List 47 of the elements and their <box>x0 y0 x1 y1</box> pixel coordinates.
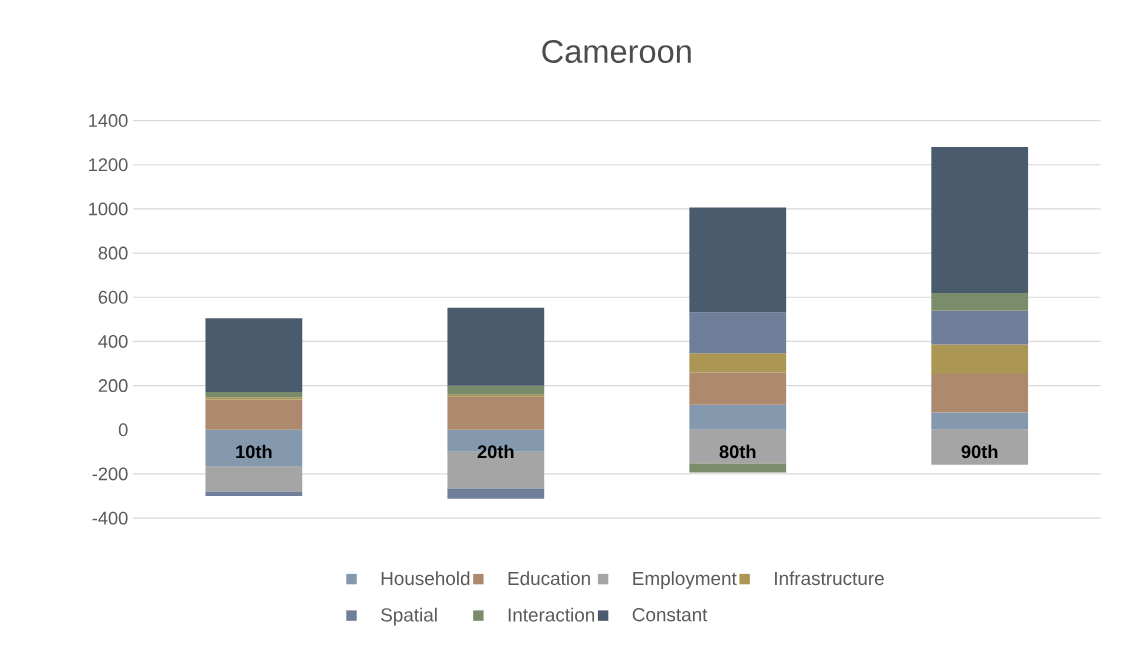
bar <box>205 318 303 393</box>
y-tick-label: 200 <box>98 379 128 393</box>
bar <box>205 392 303 398</box>
bar <box>931 344 1029 375</box>
bar <box>205 399 303 430</box>
y-tick-label: 600 <box>98 290 128 304</box>
bar <box>689 429 787 464</box>
bar <box>689 312 787 354</box>
bar <box>447 308 545 386</box>
x-tick-label: 20th <box>477 444 514 459</box>
bar <box>205 397 303 400</box>
legend-label: Employment <box>633 571 737 590</box>
legend-label: Interaction <box>508 607 595 622</box>
bar <box>447 385 545 395</box>
bar <box>205 429 303 468</box>
bar <box>205 491 303 497</box>
bar <box>689 404 787 430</box>
bar <box>931 374 1029 413</box>
legend-label: Household <box>381 571 470 586</box>
y-tick-label: 1200 <box>89 158 128 172</box>
bar <box>689 372 787 405</box>
y-tick-label: 800 <box>98 246 128 260</box>
bar <box>931 412 1029 430</box>
bar <box>205 467 303 492</box>
bar <box>447 488 545 499</box>
chart-title: Cameroon <box>542 40 691 64</box>
legend-label: Infrastructure <box>775 571 884 586</box>
bar <box>931 147 1029 294</box>
bar <box>689 353 787 373</box>
y-tick-label: 400 <box>98 335 128 349</box>
bar <box>689 207 787 313</box>
bar <box>447 396 545 430</box>
y-tick-label: 1000 <box>89 202 128 216</box>
bar <box>931 293 1029 311</box>
x-tick-label: 90th <box>961 444 998 459</box>
bar <box>931 429 1029 466</box>
bar <box>931 310 1029 345</box>
y-tick-label: 0 <box>118 423 128 437</box>
legend-label: Constant <box>632 608 708 622</box>
bar <box>689 463 787 473</box>
y-tick-label: -400 <box>92 511 128 525</box>
legend-label: Spatial <box>381 607 437 626</box>
x-tick-label: 10th <box>236 444 272 459</box>
legend-label: Education <box>508 571 590 586</box>
y-tick-label: 1400 <box>89 114 128 128</box>
x-tick-label: 80th <box>719 444 756 459</box>
y-tick-label: -200 <box>92 467 128 481</box>
